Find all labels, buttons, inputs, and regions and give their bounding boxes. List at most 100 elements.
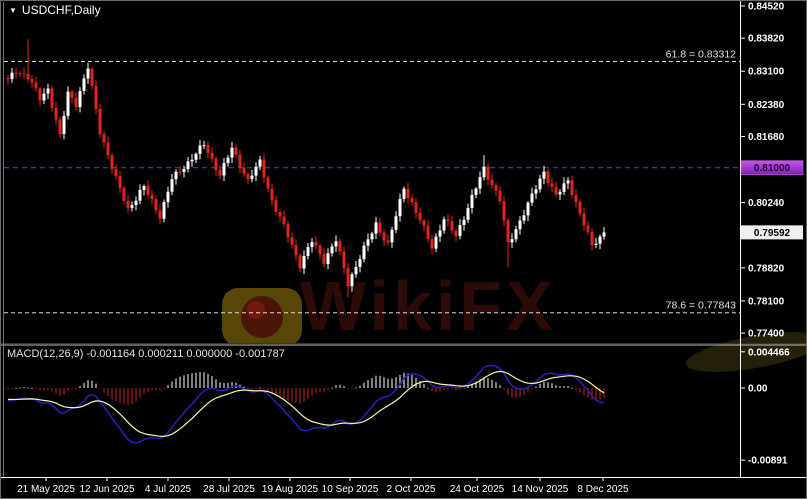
macd-histogram-bar [475,381,477,388]
candle [554,186,558,195]
candle [130,205,134,208]
macd-histogram-bar [407,373,409,388]
macd-histogram-bar [447,388,449,389]
candle [218,170,222,176]
macd-histogram-bar [487,378,489,388]
candle [318,245,322,254]
macd-histogram-bar [83,382,85,388]
macd-histogram-bar [99,388,101,389]
current-price-badge [741,225,803,240]
candle [90,68,94,86]
candle [234,147,238,155]
price-tick-label: 0.83100 [748,67,785,78]
macd-histogram-bar [599,388,601,400]
macd-histogram-bar [147,388,149,392]
symbol-text: USDCHF,Daily [21,3,101,17]
candle [602,232,606,237]
macd-histogram-bar [459,388,461,390]
candle [402,188,406,199]
macd-histogram-bar [359,385,361,388]
macd-histogram-bar [103,388,105,393]
candle [418,212,422,221]
candle [574,195,578,203]
macd-histogram-bar [47,388,49,390]
macd-histogram-bar [591,388,593,400]
macd-histogram-bar [243,386,245,388]
candle [454,230,458,237]
candle [46,88,50,94]
candle [310,242,314,248]
candle [182,169,186,172]
candle [270,188,274,201]
macd-histogram-bar [179,376,181,388]
macd-histogram-bar [39,388,41,391]
macd-histogram-bar [579,388,581,393]
candle [266,177,270,189]
candle [54,107,58,120]
macd-histogram-bar [415,377,417,388]
candle [394,216,398,230]
symbol-timeframe-label[interactable]: ▼ USDCHF,Daily [9,3,101,17]
candle [190,159,194,162]
candle [174,171,178,180]
candle [298,255,302,269]
candle [566,180,570,184]
macd-histogram-bar [535,386,537,388]
macd-histogram-bar [299,388,301,404]
candle [102,133,106,143]
macd-histogram-bar [539,384,541,388]
macd-histogram-bar [575,388,577,390]
candle [142,186,146,190]
macd-histogram-bar [419,381,421,388]
candle [246,173,250,179]
macd-histogram-bar [71,388,73,389]
macd-histogram-bar [123,388,125,405]
macd-histogram-bar [355,387,357,389]
macd-histogram-bar [531,388,533,389]
candle [6,78,10,80]
candle [578,202,582,214]
dropdown-arrow-icon[interactable]: ▼ [9,6,17,15]
macd-histogram-bar [315,388,317,393]
candle [282,216,286,225]
macd-histogram-bar [259,387,261,389]
candle [170,179,174,192]
candle [194,153,198,160]
watermark-text: WikiFX [300,267,557,345]
watermark: WikiFX [222,267,557,345]
candle [10,72,14,80]
candle [538,178,542,190]
macd-histogram-bar [455,388,457,391]
macd-histogram-bar [363,382,365,388]
price-tick-label: 0.77400 [748,329,785,340]
macd-histogram-bar [527,388,529,392]
candle [398,198,402,217]
macd-histogram-bar [151,388,153,391]
candle [570,180,574,196]
candle [150,194,154,200]
macd-histogram-bar [391,378,393,388]
candle [50,88,54,108]
price-tick-label: 0.78820 [748,263,785,274]
macd-histogram-bar [155,388,157,391]
candle [94,85,98,109]
macd-histogram-bar [111,388,113,400]
price-tick-label: 0.81680 [748,132,785,143]
macd-histogram-bar [431,388,433,392]
candle [162,202,166,219]
macd-histogram-bar [107,388,109,396]
candle [42,93,46,101]
candle [406,188,410,199]
candle [226,157,230,163]
macd-histogram-bar [35,388,37,389]
price-level-badge [740,160,804,175]
price-level-badge-text: 0.81000 [754,163,791,174]
candle [166,191,170,203]
date-label: 21 May 2025 [17,484,75,495]
macd-histogram-bar [195,372,197,388]
candle [334,241,338,247]
macd-histogram-bar [511,388,513,398]
